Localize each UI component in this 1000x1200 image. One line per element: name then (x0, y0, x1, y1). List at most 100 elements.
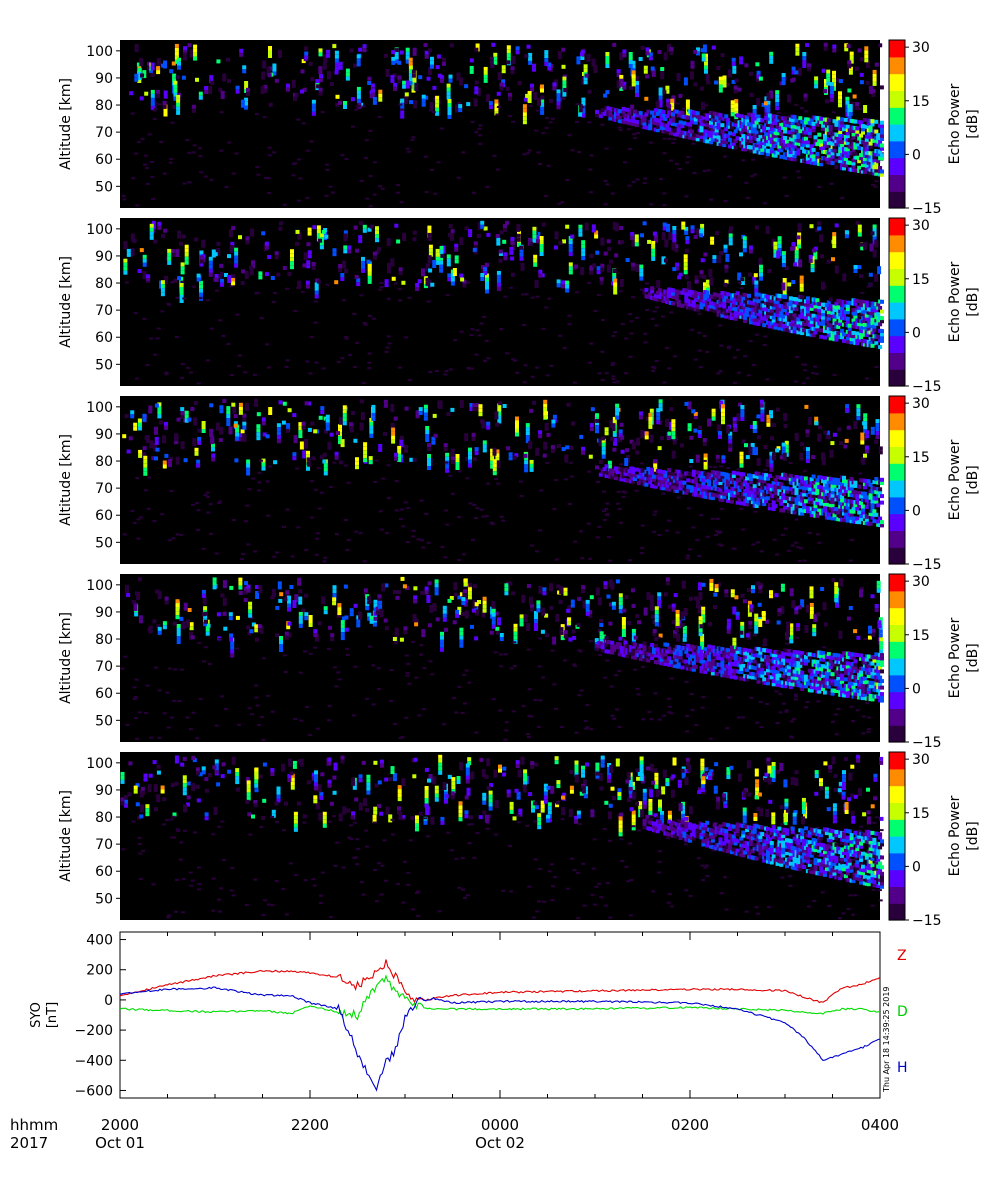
echo-cell (427, 462, 431, 466)
echo-cell (806, 459, 810, 464)
echo-cell (798, 259, 803, 264)
echo-cell (517, 230, 521, 235)
echo-cell (861, 326, 865, 330)
echo-cell (432, 264, 437, 268)
echo-cell (717, 543, 722, 546)
echo-cell (828, 125, 833, 129)
echo-cell (438, 405, 443, 409)
echo-cell (821, 318, 826, 323)
echo-cell (257, 481, 262, 484)
echo-cell (539, 248, 544, 252)
echo-cell (213, 277, 218, 282)
echo-cell (825, 430, 830, 435)
echo-cell (208, 268, 213, 273)
echo-cell (745, 296, 750, 301)
echo-cell (580, 557, 585, 560)
echo-cell (655, 128, 660, 133)
echo-cell (564, 478, 568, 481)
echo-cell (825, 434, 830, 439)
echo-cell (832, 327, 837, 332)
echo-cell (521, 293, 526, 296)
echo-cell (718, 303, 723, 308)
echo-cell (546, 432, 551, 437)
echo-cell (863, 105, 868, 109)
echo-cell (732, 421, 737, 426)
colorbar-segment (889, 205, 905, 209)
echo-cell (763, 468, 768, 471)
echo-cell (536, 231, 541, 236)
echo-cell (371, 416, 376, 421)
echo-cell (724, 127, 729, 132)
echo-cell (168, 539, 172, 542)
echo-cell (375, 226, 379, 231)
echo-cell (256, 424, 261, 429)
echo-cell (314, 361, 319, 364)
echo-cell (164, 453, 169, 458)
echo-cell (734, 78, 739, 83)
echo-cell (759, 268, 763, 273)
echo-cell (307, 401, 312, 406)
echo-cell (814, 372, 819, 375)
echo-cell (760, 296, 765, 301)
echo-cell (478, 408, 483, 413)
echo-cell (819, 234, 824, 239)
echo-cell (239, 48, 244, 53)
echo-cell (701, 101, 705, 106)
echo-cell (797, 244, 802, 249)
echo-cell (355, 461, 359, 466)
colorbar-segment (889, 194, 905, 198)
echo-cell (723, 282, 728, 287)
echo-cell (306, 264, 311, 269)
y-tick-label: 80 (95, 276, 113, 292)
echo-cell (191, 285, 196, 288)
echo-cell (307, 464, 312, 467)
colorbar-segment (889, 316, 905, 320)
echo-cell (718, 370, 723, 373)
echo-cell (832, 70, 836, 75)
echo-cell (851, 148, 856, 153)
echo-cell (667, 104, 672, 109)
colorbar-tick-label: 15 (912, 272, 930, 288)
colorbar-segment (889, 374, 905, 379)
echo-cell (285, 359, 290, 362)
echo-cell (667, 137, 672, 140)
echo-cell (174, 47, 179, 52)
echo-cell (209, 532, 213, 535)
colorbar-segment (889, 110, 905, 114)
echo-cell (319, 78, 323, 83)
echo-cell (450, 456, 455, 461)
echo-cell (211, 457, 216, 462)
echo-cell (620, 449, 625, 454)
echo-cell (372, 193, 377, 196)
echo-cell (767, 269, 772, 273)
echo-cell (838, 79, 843, 84)
echo-cell (671, 246, 676, 251)
echo-cell (647, 239, 652, 244)
echo-cell (851, 308, 856, 313)
echo-cell (710, 240, 715, 245)
echo-cell (153, 108, 158, 110)
echo-cell (368, 205, 373, 208)
echo-cell (859, 153, 864, 158)
echo-cell (633, 136, 638, 139)
echo-cell (189, 371, 194, 374)
echo-cell (175, 533, 180, 536)
echo-cell (832, 374, 837, 377)
echo-cell (832, 148, 837, 153)
echo-cells (123, 220, 884, 385)
echo-cell (726, 134, 731, 139)
echo-cell (851, 496, 856, 499)
echo-cell (506, 446, 511, 451)
echo-cell (655, 111, 660, 116)
echo-cell (179, 534, 184, 537)
echo-cell (667, 519, 671, 522)
echo-cell (228, 426, 233, 431)
echo-cell (697, 331, 702, 334)
echo-cell (762, 303, 767, 308)
echo-cell (595, 425, 599, 430)
echo-cell (381, 477, 386, 480)
echo-cell (319, 245, 324, 250)
echo-cell (138, 453, 143, 458)
echo-cell (525, 93, 530, 98)
colorbar-segment (889, 199, 905, 203)
